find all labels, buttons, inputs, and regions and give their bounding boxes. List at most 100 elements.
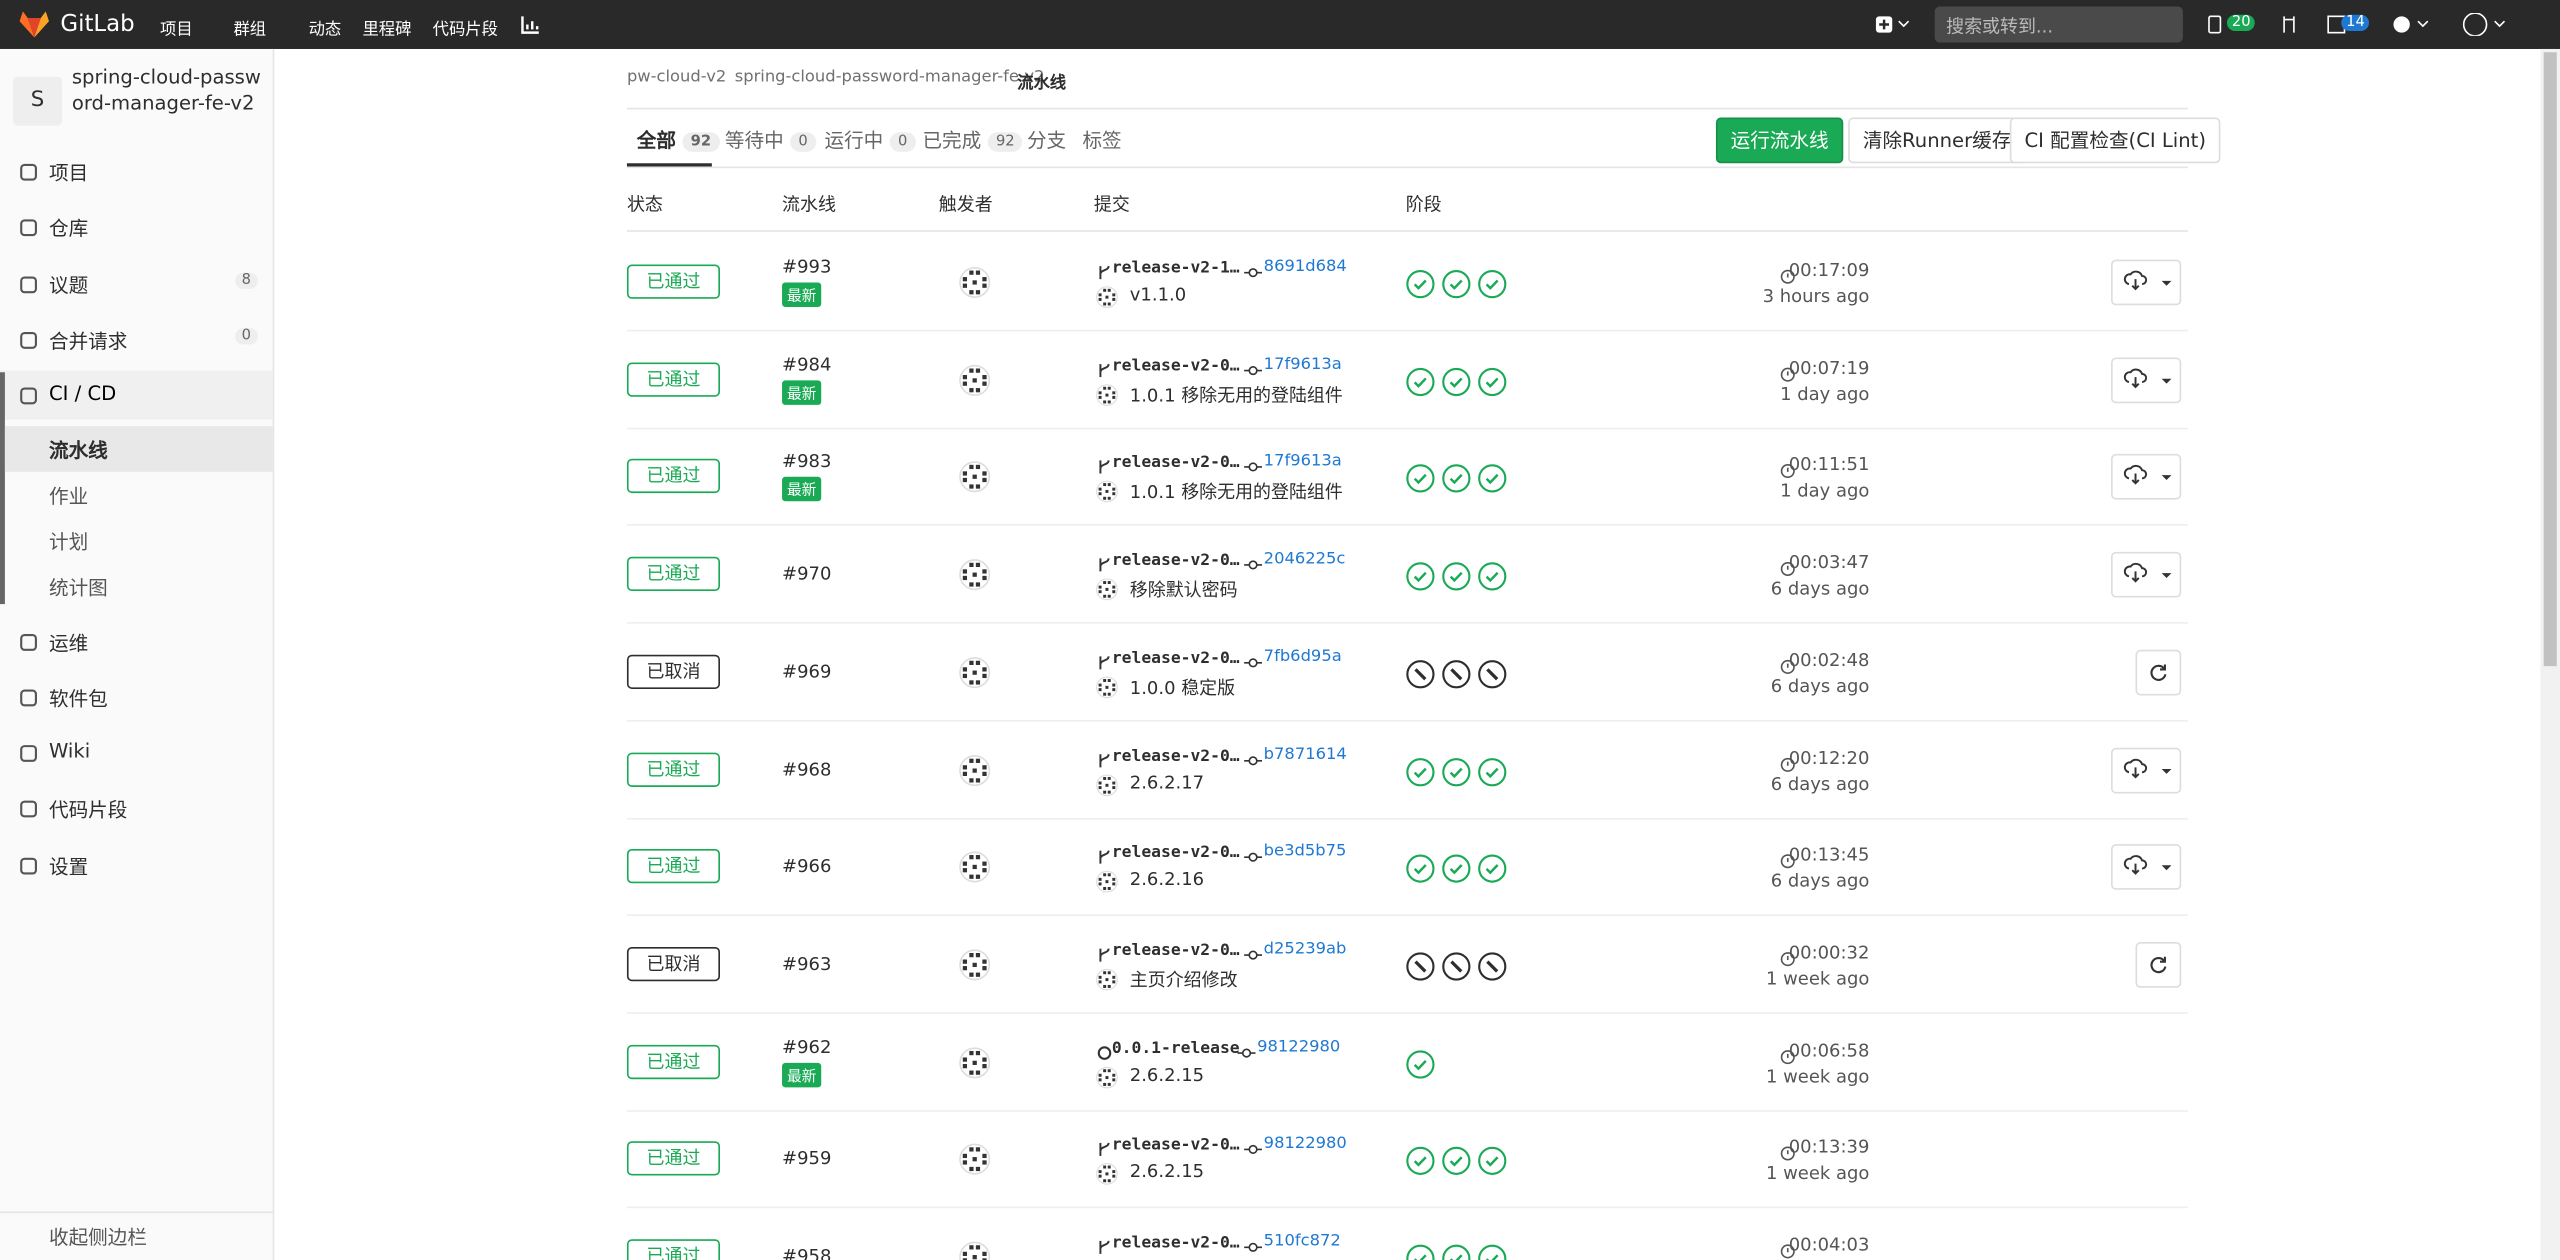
stage-success[interactable] — [1406, 757, 1435, 786]
stage-success[interactable] — [1406, 464, 1435, 494]
commit-sha[interactable]: d25239ab — [1263, 940, 1347, 959]
stage-success[interactable] — [1406, 1244, 1435, 1260]
commit-ref[interactable]: release-v2-0… — [1111, 357, 1240, 376]
status-badge[interactable]: 已通过 — [626, 264, 721, 299]
commit-sha[interactable]: 510fc872 — [1263, 1232, 1341, 1251]
pipeline-id[interactable]: #970 — [782, 563, 832, 585]
sidebar-item[interactable]: 运维 — [0, 616, 273, 665]
commit-message[interactable]: 2.6.2.15 — [1129, 1161, 1205, 1183]
stage-success[interactable] — [1478, 1244, 1507, 1260]
commit-ref[interactable]: release-v2-0… — [1111, 746, 1240, 765]
sidebar-subitem[interactable]: 统计图 — [5, 562, 273, 608]
pipeline-id[interactable]: #969 — [782, 660, 832, 683]
stage-success[interactable] — [1406, 1049, 1435, 1078]
commit-ref[interactable]: 0.0.1-release — [1111, 1039, 1240, 1058]
commit-message[interactable]: 主页介绍修改 — [1129, 969, 1238, 991]
sidebar-item[interactable]: 仓库 — [0, 203, 273, 252]
commit-message[interactable]: 1.0.1 移除无用的登陆组件 — [1129, 482, 1343, 504]
stage-success[interactable] — [1442, 1244, 1471, 1260]
stage-success[interactable] — [1406, 269, 1435, 299]
stage-success[interactable] — [1406, 854, 1435, 884]
status-badge[interactable]: 已通过 — [626, 1141, 721, 1176]
stage-success[interactable] — [1478, 562, 1507, 591]
sidebar-item[interactable]: CI / CD — [0, 370, 273, 420]
stage-success[interactable] — [1406, 367, 1435, 396]
todos-count[interactable]: 14 — [2341, 14, 2370, 32]
status-badge[interactable]: 已通过 — [626, 751, 721, 787]
status-badge[interactable]: 已通过 — [626, 1239, 721, 1260]
button[interactable]: CI 配置检查(CI Lint) — [2009, 117, 2221, 164]
button[interactable]: 运行流水线 — [1715, 117, 1844, 164]
tab[interactable]: 分支 — [1027, 126, 1066, 154]
status-badge[interactable]: 已通过 — [626, 361, 721, 397]
commit-ref[interactable]: release-v2-0… — [1111, 1234, 1240, 1253]
stage-success[interactable] — [1442, 464, 1471, 494]
commit-message[interactable]: 移除默认密码 — [1129, 579, 1238, 601]
stage-success[interactable] — [1442, 269, 1471, 299]
stage-success[interactable] — [1478, 1147, 1507, 1176]
nav-menu[interactable]: 代码片段 — [432, 21, 498, 40]
sidebar-item[interactable]: 合并请求 0 — [0, 315, 273, 364]
commit-ref[interactable]: release-v2-1… — [1111, 259, 1240, 278]
status-badge[interactable]: 已取消 — [626, 946, 721, 982]
commit-message[interactable]: 1.0.1 移除无用的登陆组件 — [1129, 384, 1343, 407]
nav-menu[interactable]: 项目 — [160, 21, 193, 40]
stage-success[interactable] — [1478, 757, 1507, 786]
pipeline-id[interactable]: #993 — [782, 256, 832, 278]
stage-success[interactable] — [1478, 854, 1507, 884]
stage-success[interactable] — [1478, 464, 1507, 494]
stage-canceled[interactable] — [1442, 659, 1471, 689]
download-dropdown[interactable] — [2111, 746, 2182, 793]
stage-success[interactable] — [1406, 562, 1435, 591]
stage-success[interactable] — [1442, 854, 1471, 884]
button[interactable]: 清除Runner缓存 — [1848, 117, 2027, 164]
commit-message[interactable]: 2.6.2.17 — [1129, 771, 1205, 793]
commit-sha[interactable]: 2046225c — [1263, 550, 1346, 569]
commit-sha[interactable]: b7871614 — [1263, 745, 1347, 764]
pipeline-id[interactable]: #959 — [782, 1148, 832, 1170]
stage-canceled[interactable] — [1442, 952, 1471, 981]
tab[interactable]: 已完成 92 — [922, 126, 1023, 154]
download-dropdown[interactable] — [2111, 454, 2182, 501]
download-dropdown[interactable] — [2111, 551, 2182, 598]
pipeline-id[interactable]: #968 — [782, 758, 832, 780]
status-badge[interactable]: 已取消 — [626, 654, 721, 689]
nav-menu[interactable]: 里程碑 — [362, 21, 412, 40]
stage-canceled[interactable] — [1478, 952, 1507, 981]
commit-ref[interactable]: release-v2-0… — [1111, 454, 1240, 473]
commit-message[interactable]: 1.0.0 稳定版 — [1129, 677, 1236, 699]
sidebar-item[interactable]: 议题 8 — [0, 259, 273, 308]
pipeline-id[interactable]: #962 — [782, 1036, 832, 1058]
issues-count[interactable]: 20 — [2226, 14, 2256, 32]
sidebar-item[interactable]: 设置 — [0, 840, 273, 889]
download-dropdown[interactable] — [2111, 844, 2182, 891]
search-box[interactable]: 搜索或转到... — [1934, 6, 2183, 43]
commit-sha[interactable]: 7fb6d95a — [1263, 647, 1342, 666]
sidebar-subitem[interactable]: 作业 — [5, 471, 273, 517]
commit-ref[interactable]: release-v2-0… — [1111, 844, 1240, 863]
status-badge[interactable]: 已通过 — [626, 849, 721, 884]
stage-canceled[interactable] — [1406, 659, 1435, 689]
commit-sha[interactable]: 17f9613a — [1263, 452, 1342, 471]
download-dropdown[interactable] — [2111, 259, 2182, 306]
retry-button[interactable] — [2135, 941, 2182, 988]
sidebar-subitem[interactable]: 计划 — [5, 517, 273, 563]
stage-success[interactable] — [1478, 269, 1507, 299]
breadcrumb[interactable]: spring-cloud-password-manager-fe-v2 — [734, 68, 1045, 87]
commit-ref[interactable]: release-v2-0… — [1111, 649, 1240, 668]
tab[interactable]: 全部 92 — [637, 126, 720, 154]
commit-sha[interactable]: 17f9613a — [1263, 355, 1342, 374]
tab[interactable]: 运行中 0 — [824, 126, 916, 154]
stage-success[interactable] — [1442, 757, 1471, 786]
commit-sha[interactable]: be3d5b75 — [1263, 842, 1347, 861]
commit-sha[interactable]: 98122980 — [1257, 1037, 1341, 1056]
sidebar-item[interactable]: Wiki — [0, 728, 273, 777]
download-dropdown[interactable] — [2111, 357, 2182, 403]
pipeline-id[interactable]: #983 — [782, 451, 832, 473]
stage-success[interactable] — [1478, 367, 1507, 396]
stage-success[interactable] — [1442, 562, 1471, 591]
commit-message[interactable]: v1.1.0 — [1129, 284, 1187, 306]
brand[interactable]: GitLab — [60, 11, 135, 38]
sidebar-item[interactable]: 项目 — [0, 147, 273, 196]
nav-menu[interactable]: 动态 — [308, 21, 342, 40]
